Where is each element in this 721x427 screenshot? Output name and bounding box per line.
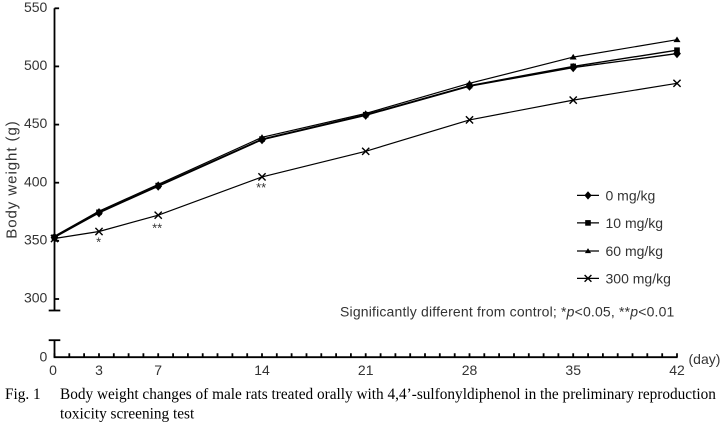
- svg-text:400: 400: [24, 173, 48, 189]
- svg-text:500: 500: [24, 57, 48, 73]
- svg-text:0: 0: [49, 362, 57, 378]
- svg-text:300: 300: [24, 290, 48, 306]
- svg-text:3: 3: [95, 362, 103, 378]
- svg-text:10 mg/kg: 10 mg/kg: [606, 215, 664, 231]
- svg-text:42: 42: [669, 362, 685, 378]
- svg-text:(day): (day): [689, 351, 721, 367]
- svg-text:21: 21: [358, 362, 374, 378]
- svg-text:Body weight (g): Body weight (g): [4, 120, 21, 238]
- svg-text:0 mg/kg: 0 mg/kg: [606, 187, 656, 203]
- svg-text:toxicity screening test: toxicity screening test: [60, 406, 195, 423]
- svg-text:550: 550: [24, 0, 48, 15]
- svg-text:**: **: [152, 221, 162, 236]
- svg-text:300 mg/kg: 300 mg/kg: [606, 270, 671, 286]
- svg-text:Significantly different from c: Significantly different from control; *p…: [340, 304, 674, 320]
- svg-text:28: 28: [462, 362, 478, 378]
- svg-text:350: 350: [24, 231, 48, 247]
- svg-text:Fig.: Fig.: [5, 386, 29, 403]
- svg-text:1: 1: [33, 386, 41, 403]
- svg-text:35: 35: [565, 362, 581, 378]
- svg-text:*: *: [96, 235, 101, 250]
- svg-text:14: 14: [254, 362, 270, 378]
- svg-text:0: 0: [40, 348, 48, 364]
- svg-text:450: 450: [24, 115, 48, 131]
- svg-text:Body weight changes of male ra: Body weight changes of male rats treated…: [60, 386, 716, 403]
- svg-text:**: **: [256, 180, 266, 195]
- svg-text:60 mg/kg: 60 mg/kg: [606, 243, 664, 259]
- svg-text:7: 7: [154, 362, 162, 378]
